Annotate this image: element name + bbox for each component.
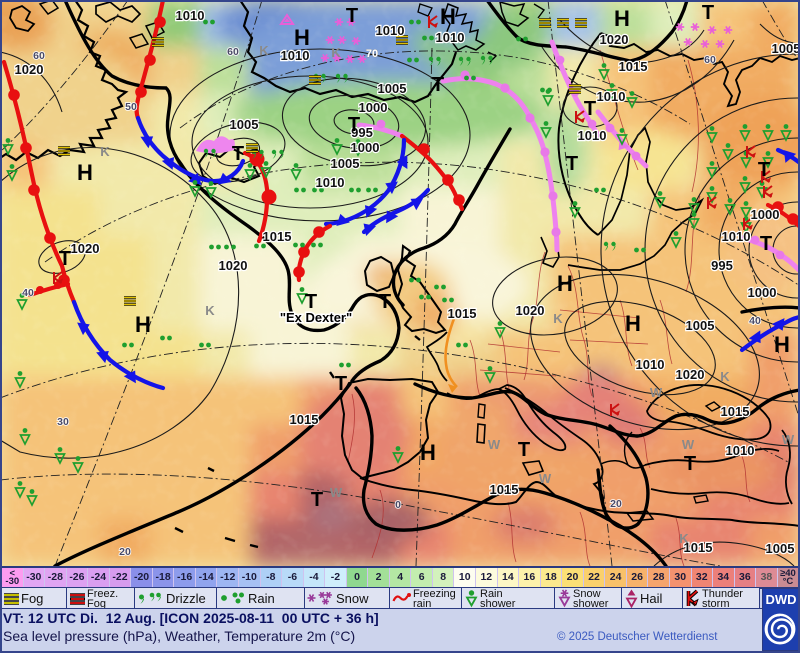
svg-text:1005: 1005 xyxy=(772,41,800,56)
svg-text:1010: 1010 xyxy=(176,8,205,23)
svg-text:T: T xyxy=(232,143,244,165)
svg-text:1015: 1015 xyxy=(263,229,292,244)
svg-text:T: T xyxy=(702,2,714,24)
svg-text:20: 20 xyxy=(119,546,131,558)
svg-text:K: K xyxy=(100,144,110,159)
svg-text:1010: 1010 xyxy=(376,23,405,38)
svg-text:0: 0 xyxy=(395,499,401,511)
svg-text:K: K xyxy=(205,303,215,318)
svg-text:1010: 1010 xyxy=(722,229,751,244)
svg-text:T: T xyxy=(518,439,530,461)
svg-text:40: 40 xyxy=(749,315,761,327)
svg-text:T: T xyxy=(348,114,360,136)
svg-text:1015: 1015 xyxy=(721,404,750,419)
svg-text:1020: 1020 xyxy=(676,367,705,382)
svg-text:70: 70 xyxy=(366,48,378,60)
svg-text:20: 20 xyxy=(610,498,622,510)
svg-text:60: 60 xyxy=(227,46,239,58)
svg-text:H: H xyxy=(440,4,456,29)
svg-text:T: T xyxy=(760,233,772,255)
svg-text:H: H xyxy=(774,332,790,357)
svg-text:1010: 1010 xyxy=(636,357,665,372)
svg-text:1015: 1015 xyxy=(490,482,519,497)
svg-text:T: T xyxy=(432,74,444,96)
svg-text:T: T xyxy=(758,159,770,181)
svg-text:W: W xyxy=(330,485,343,500)
svg-text:H: H xyxy=(420,440,436,465)
svg-text:1020: 1020 xyxy=(516,303,545,318)
svg-text:H: H xyxy=(294,25,310,50)
svg-text:1005: 1005 xyxy=(230,117,259,132)
svg-text:995: 995 xyxy=(351,125,373,140)
svg-text:1015: 1015 xyxy=(619,59,648,74)
svg-text:1010: 1010 xyxy=(316,175,345,190)
svg-text:1015: 1015 xyxy=(448,306,477,321)
svg-text:K: K xyxy=(259,43,269,58)
svg-text:T: T xyxy=(566,153,578,175)
svg-text:W: W xyxy=(539,471,552,486)
svg-text:H: H xyxy=(625,311,641,336)
svg-text:1020: 1020 xyxy=(219,258,248,273)
svg-text:K: K xyxy=(553,311,563,326)
svg-text:W: W xyxy=(488,437,501,452)
svg-text:T: T xyxy=(59,248,71,270)
svg-text:H: H xyxy=(557,271,573,296)
svg-text:H: H xyxy=(77,160,93,185)
svg-text:W: W xyxy=(782,432,795,447)
svg-text:1020: 1020 xyxy=(600,32,629,47)
svg-text:1010: 1010 xyxy=(436,30,465,45)
svg-text:1010: 1010 xyxy=(726,443,755,458)
svg-text:1000: 1000 xyxy=(359,100,388,115)
svg-text:50: 50 xyxy=(125,101,137,113)
svg-text:1005: 1005 xyxy=(378,81,407,96)
svg-text:W: W xyxy=(650,385,663,400)
svg-text:1005: 1005 xyxy=(766,541,795,556)
svg-text:1010: 1010 xyxy=(597,89,626,104)
svg-text:T: T xyxy=(684,453,696,475)
svg-text:T: T xyxy=(305,291,317,313)
svg-text:1005: 1005 xyxy=(331,156,360,171)
svg-text:1010: 1010 xyxy=(281,48,310,63)
svg-text:1000: 1000 xyxy=(748,285,777,300)
svg-text:W: W xyxy=(682,437,695,452)
svg-text:40: 40 xyxy=(22,287,34,299)
svg-text:"Ex Dexter": "Ex Dexter" xyxy=(280,310,352,325)
svg-text:K: K xyxy=(720,369,730,384)
svg-text:H: H xyxy=(614,6,630,31)
svg-text:1005: 1005 xyxy=(686,318,715,333)
svg-text:1015: 1015 xyxy=(290,412,319,427)
svg-text:T: T xyxy=(311,489,323,511)
svg-text:1020: 1020 xyxy=(71,241,100,256)
svg-text:H: H xyxy=(135,312,151,337)
svg-text:1015: 1015 xyxy=(684,540,713,555)
svg-text:T: T xyxy=(584,98,596,120)
svg-text:T: T xyxy=(379,291,391,313)
svg-text:60: 60 xyxy=(704,54,716,66)
svg-text:K: K xyxy=(331,45,341,60)
svg-text:1000: 1000 xyxy=(351,140,380,155)
svg-text:K: K xyxy=(679,531,689,546)
svg-text:1020: 1020 xyxy=(15,62,44,77)
svg-text:T: T xyxy=(335,373,347,395)
svg-text:T: T xyxy=(346,5,358,27)
svg-text:995: 995 xyxy=(711,258,733,273)
svg-text:1010: 1010 xyxy=(578,128,607,143)
svg-text:1000: 1000 xyxy=(751,207,780,222)
svg-text:30: 30 xyxy=(57,416,69,428)
svg-text:60: 60 xyxy=(33,50,45,62)
